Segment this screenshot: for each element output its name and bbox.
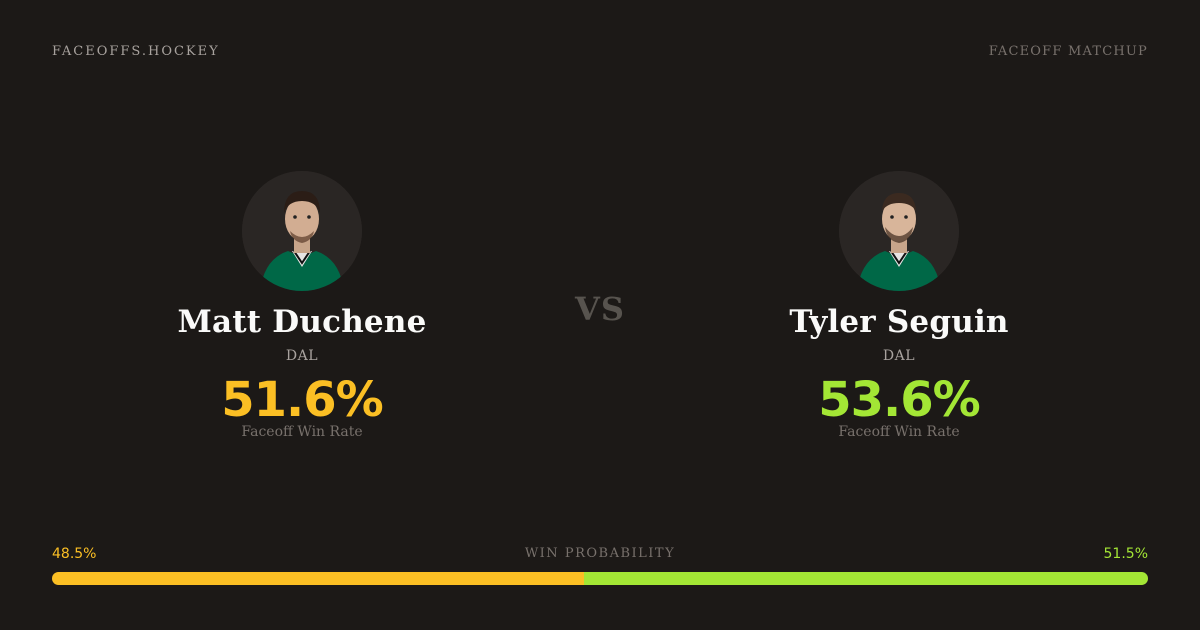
win-probability-title: WIN PROBABILITY [524, 546, 676, 561]
win-probability-bar [52, 572, 1148, 585]
player-avatar [839, 171, 959, 291]
win-probability-bar-right [583, 572, 1148, 585]
player-win-rate: 51.6% [221, 372, 384, 428]
win-probability-bar-left [52, 572, 584, 585]
player-avatar [242, 171, 362, 291]
win-rate-label: Faceoff Win Rate [241, 424, 363, 440]
vs-label: VS [575, 290, 625, 328]
player-card-right: Tyler Seguin DAL 53.6% Faceoff Win Rate [729, 171, 1069, 440]
player-name: Matt Duchene [177, 304, 427, 340]
win-rate-label: Faceoff Win Rate [838, 424, 960, 440]
player-name: Tyler Seguin [789, 304, 1009, 340]
win-probability-left: 48.5% [52, 546, 97, 562]
player-win-rate: 53.6% [818, 372, 981, 428]
player-team: DAL [882, 348, 916, 364]
player-card-left: Matt Duchene DAL 51.6% Faceoff Win Rate [132, 171, 472, 440]
page-subtitle: FACEOFF MATCHUP [988, 44, 1148, 59]
site-brand: FACEOFFS.HOCKEY [52, 44, 220, 59]
win-probability-right: 51.5% [1103, 546, 1148, 562]
player-team: DAL [285, 348, 319, 364]
